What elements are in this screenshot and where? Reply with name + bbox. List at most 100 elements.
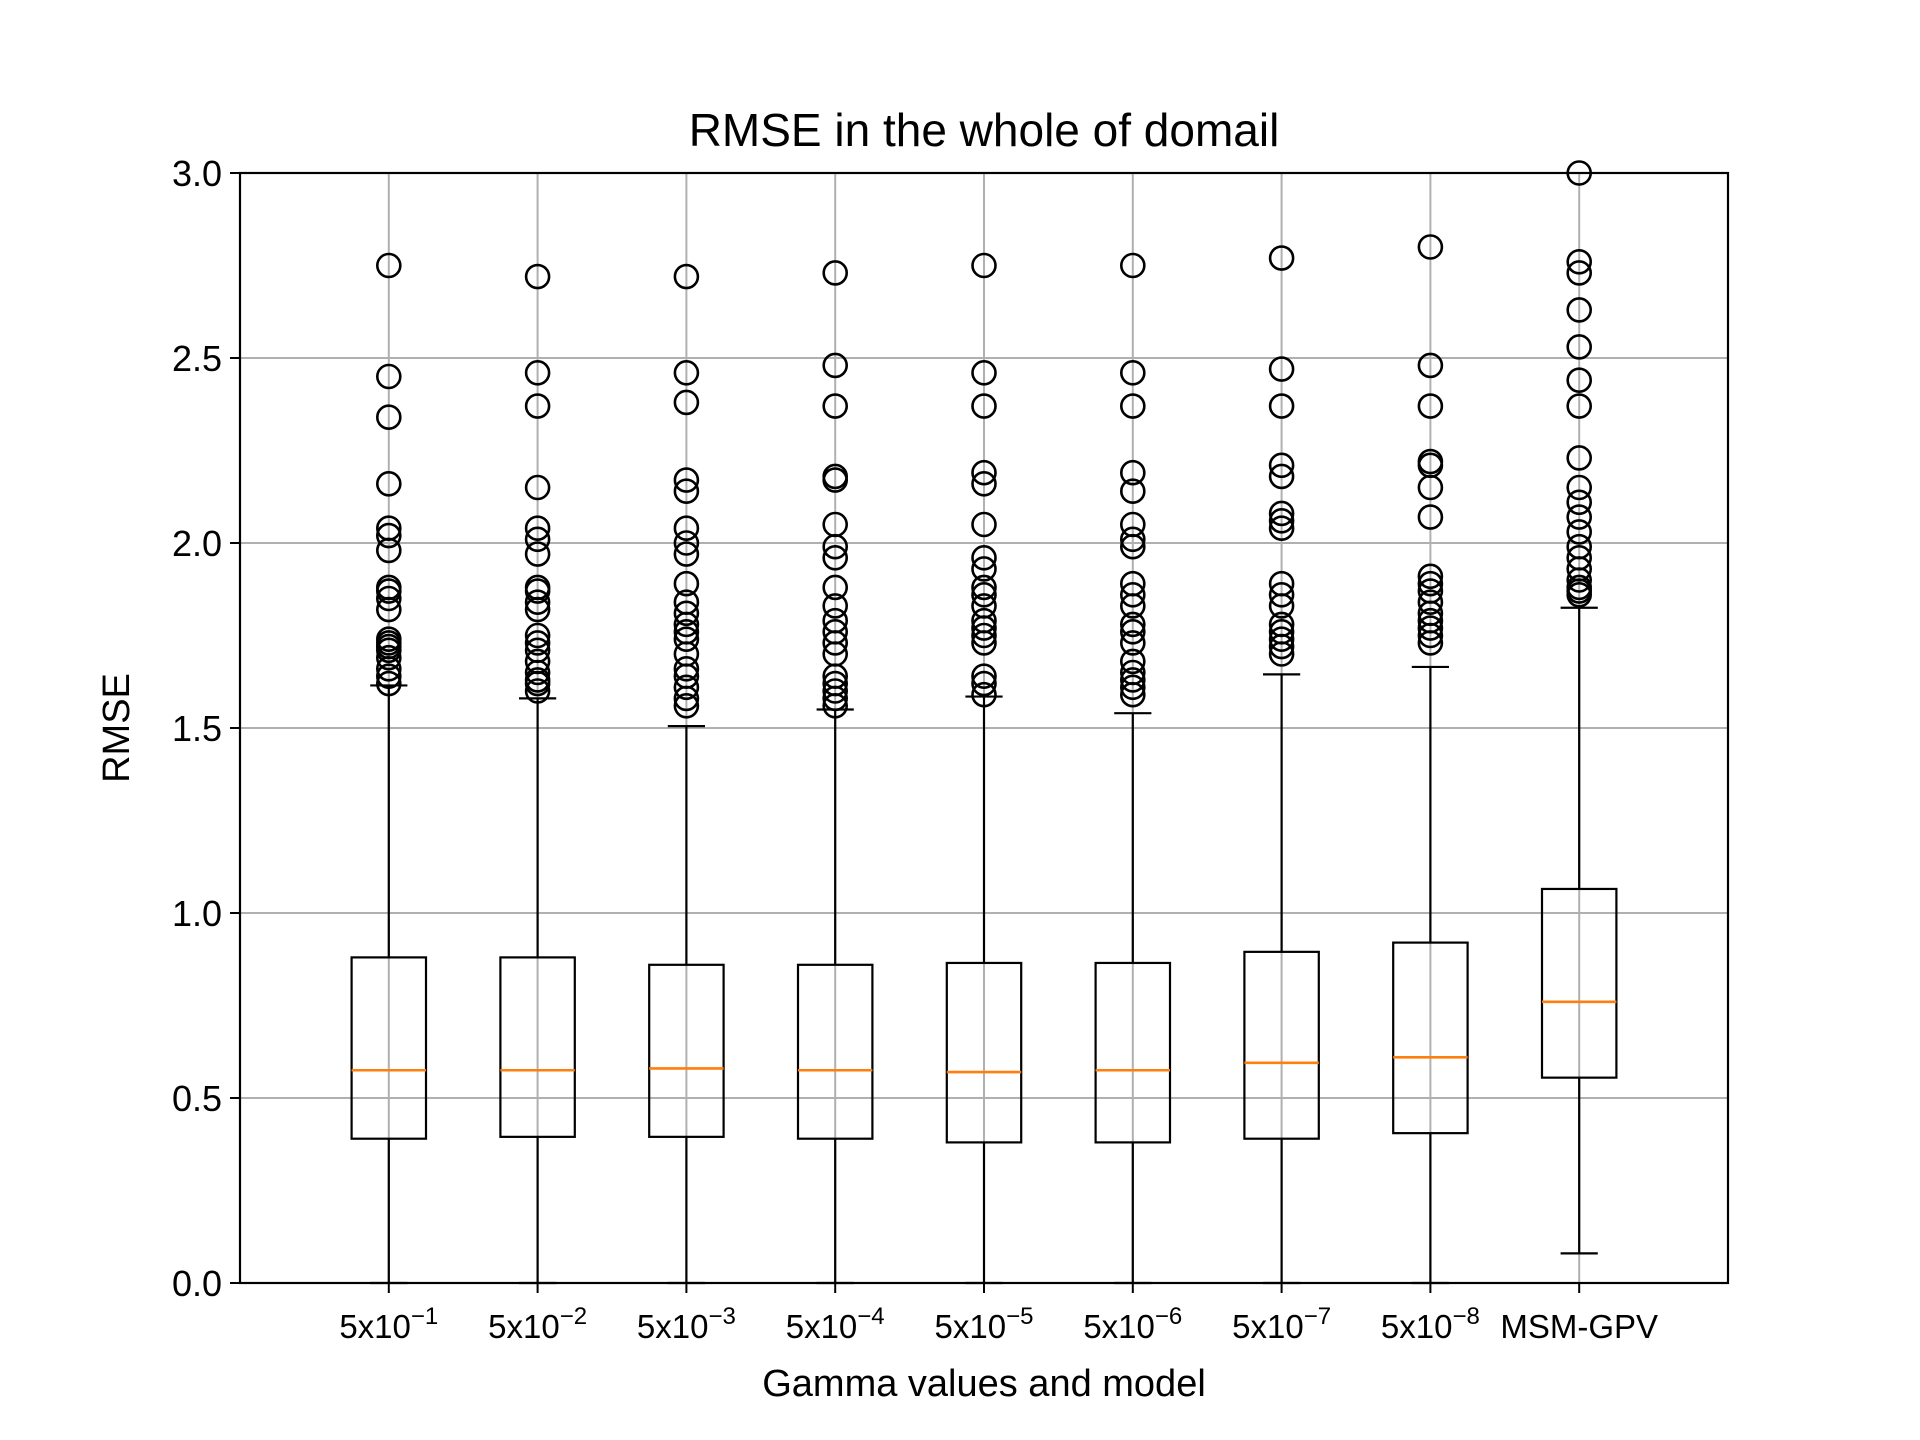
outlier-point (1120, 648, 1146, 675)
outlier-point (1268, 463, 1295, 490)
outlier-point (822, 678, 849, 704)
outlier-point (524, 648, 551, 675)
outlier-point (1120, 359, 1146, 386)
x-axis-label: Gamma values and model (762, 1363, 1206, 1405)
outlier-point (673, 467, 700, 493)
outlier-point (524, 515, 551, 542)
outlier-point (1417, 563, 1444, 590)
outlier-point (1566, 519, 1592, 545)
outlier-point (822, 260, 849, 286)
iqr-box (1243, 950, 1320, 1140)
outlier-point (1566, 544, 1592, 571)
outlier-point (1268, 570, 1295, 597)
outlier-point (1417, 607, 1444, 634)
box-group (648, 263, 725, 1285)
x-axis: 5x10−1 5x10−2 5x10−3 5x10−4 5x10−5 5x10−6 5x10… (339, 1283, 1658, 1345)
outlier-point (971, 593, 997, 619)
box-group (1392, 234, 1469, 1285)
iqr-box (796, 963, 874, 1140)
outlier-point (822, 593, 849, 619)
iqr-box (1392, 941, 1469, 1135)
y-tick-label: 0.0 (172, 1263, 222, 1304)
outlier-point (1417, 448, 1444, 475)
outlier-point (1566, 533, 1592, 560)
outlier-point (1268, 245, 1295, 271)
outlier-point (1268, 356, 1295, 382)
outlier-point (1566, 260, 1592, 286)
outlier-point (673, 515, 700, 542)
outlier-point (375, 644, 402, 671)
outlier-point (375, 515, 402, 542)
outlier-point (1120, 393, 1146, 419)
outlier-point (971, 459, 997, 486)
outlier-point (1566, 334, 1592, 360)
outlier-point (673, 530, 700, 556)
outlier-point (1417, 393, 1444, 419)
outlier-point (375, 663, 402, 690)
outlier-point (673, 541, 700, 567)
outlier-point (1566, 297, 1592, 323)
outlier-point (971, 252, 997, 279)
outlier-point (822, 574, 849, 601)
outlier-point (1268, 507, 1295, 534)
box-group (1540, 160, 1618, 1255)
x-tick-label: MSM-GPV (1500, 1308, 1658, 1345)
outlier-point (673, 359, 700, 386)
outlier-point (524, 667, 551, 693)
outlier-point (1417, 352, 1444, 379)
outlier-point (1566, 393, 1592, 419)
y-tick-label: 2.0 (172, 523, 222, 564)
iqr-box (1540, 887, 1618, 1079)
box-series (350, 160, 1618, 1285)
outlier-point (673, 478, 700, 505)
iqr-box (648, 963, 725, 1138)
outlier-point (524, 589, 551, 616)
outlier-point (971, 581, 997, 608)
outlier-point (1120, 526, 1146, 553)
box-group (945, 252, 1023, 1285)
outlier-point (375, 626, 402, 653)
outlier-point (822, 352, 849, 379)
outlier-point (375, 574, 402, 601)
outlier-point (1268, 626, 1295, 653)
iqr-box (1094, 961, 1172, 1144)
outlier-point (1268, 500, 1295, 527)
outlier-point (673, 655, 700, 682)
outlier-point (1120, 570, 1146, 597)
outlier-point (1120, 611, 1146, 638)
y-tick-label: 1.5 (172, 708, 222, 749)
outlier-point (673, 570, 700, 597)
outlier-point (1120, 581, 1146, 608)
outlier-point (971, 574, 997, 601)
outlier-point (1268, 581, 1295, 608)
outlier-point (524, 574, 551, 601)
outlier-point (673, 618, 700, 645)
outlier-point (1120, 459, 1146, 486)
outlier-point (1120, 630, 1146, 656)
outlier-point (375, 470, 402, 497)
outlier-point (971, 359, 997, 386)
outlier-point (1120, 618, 1146, 645)
outlier-point (1566, 445, 1592, 471)
outlier-point (971, 511, 997, 538)
outlier-point (1417, 578, 1444, 604)
outlier-point (1566, 367, 1592, 394)
outlier-point (822, 607, 849, 634)
outlier-point (971, 681, 997, 708)
outlier-point (971, 663, 997, 690)
outlier-point (971, 622, 997, 649)
y-tick-label: 1.0 (172, 893, 222, 934)
outlier-point (971, 470, 997, 497)
outlier-point (375, 670, 402, 697)
outlier-point (1268, 515, 1295, 542)
outlier-point (673, 263, 700, 290)
outlier-point (375, 522, 402, 549)
outlier-point (1566, 489, 1592, 516)
iqr-box (499, 956, 576, 1138)
y-tick-label: 0.5 (172, 1078, 222, 1119)
outlier-point (524, 637, 551, 664)
outlier-point (673, 674, 700, 701)
box-group (350, 252, 428, 1285)
outlier-point (1417, 570, 1444, 597)
